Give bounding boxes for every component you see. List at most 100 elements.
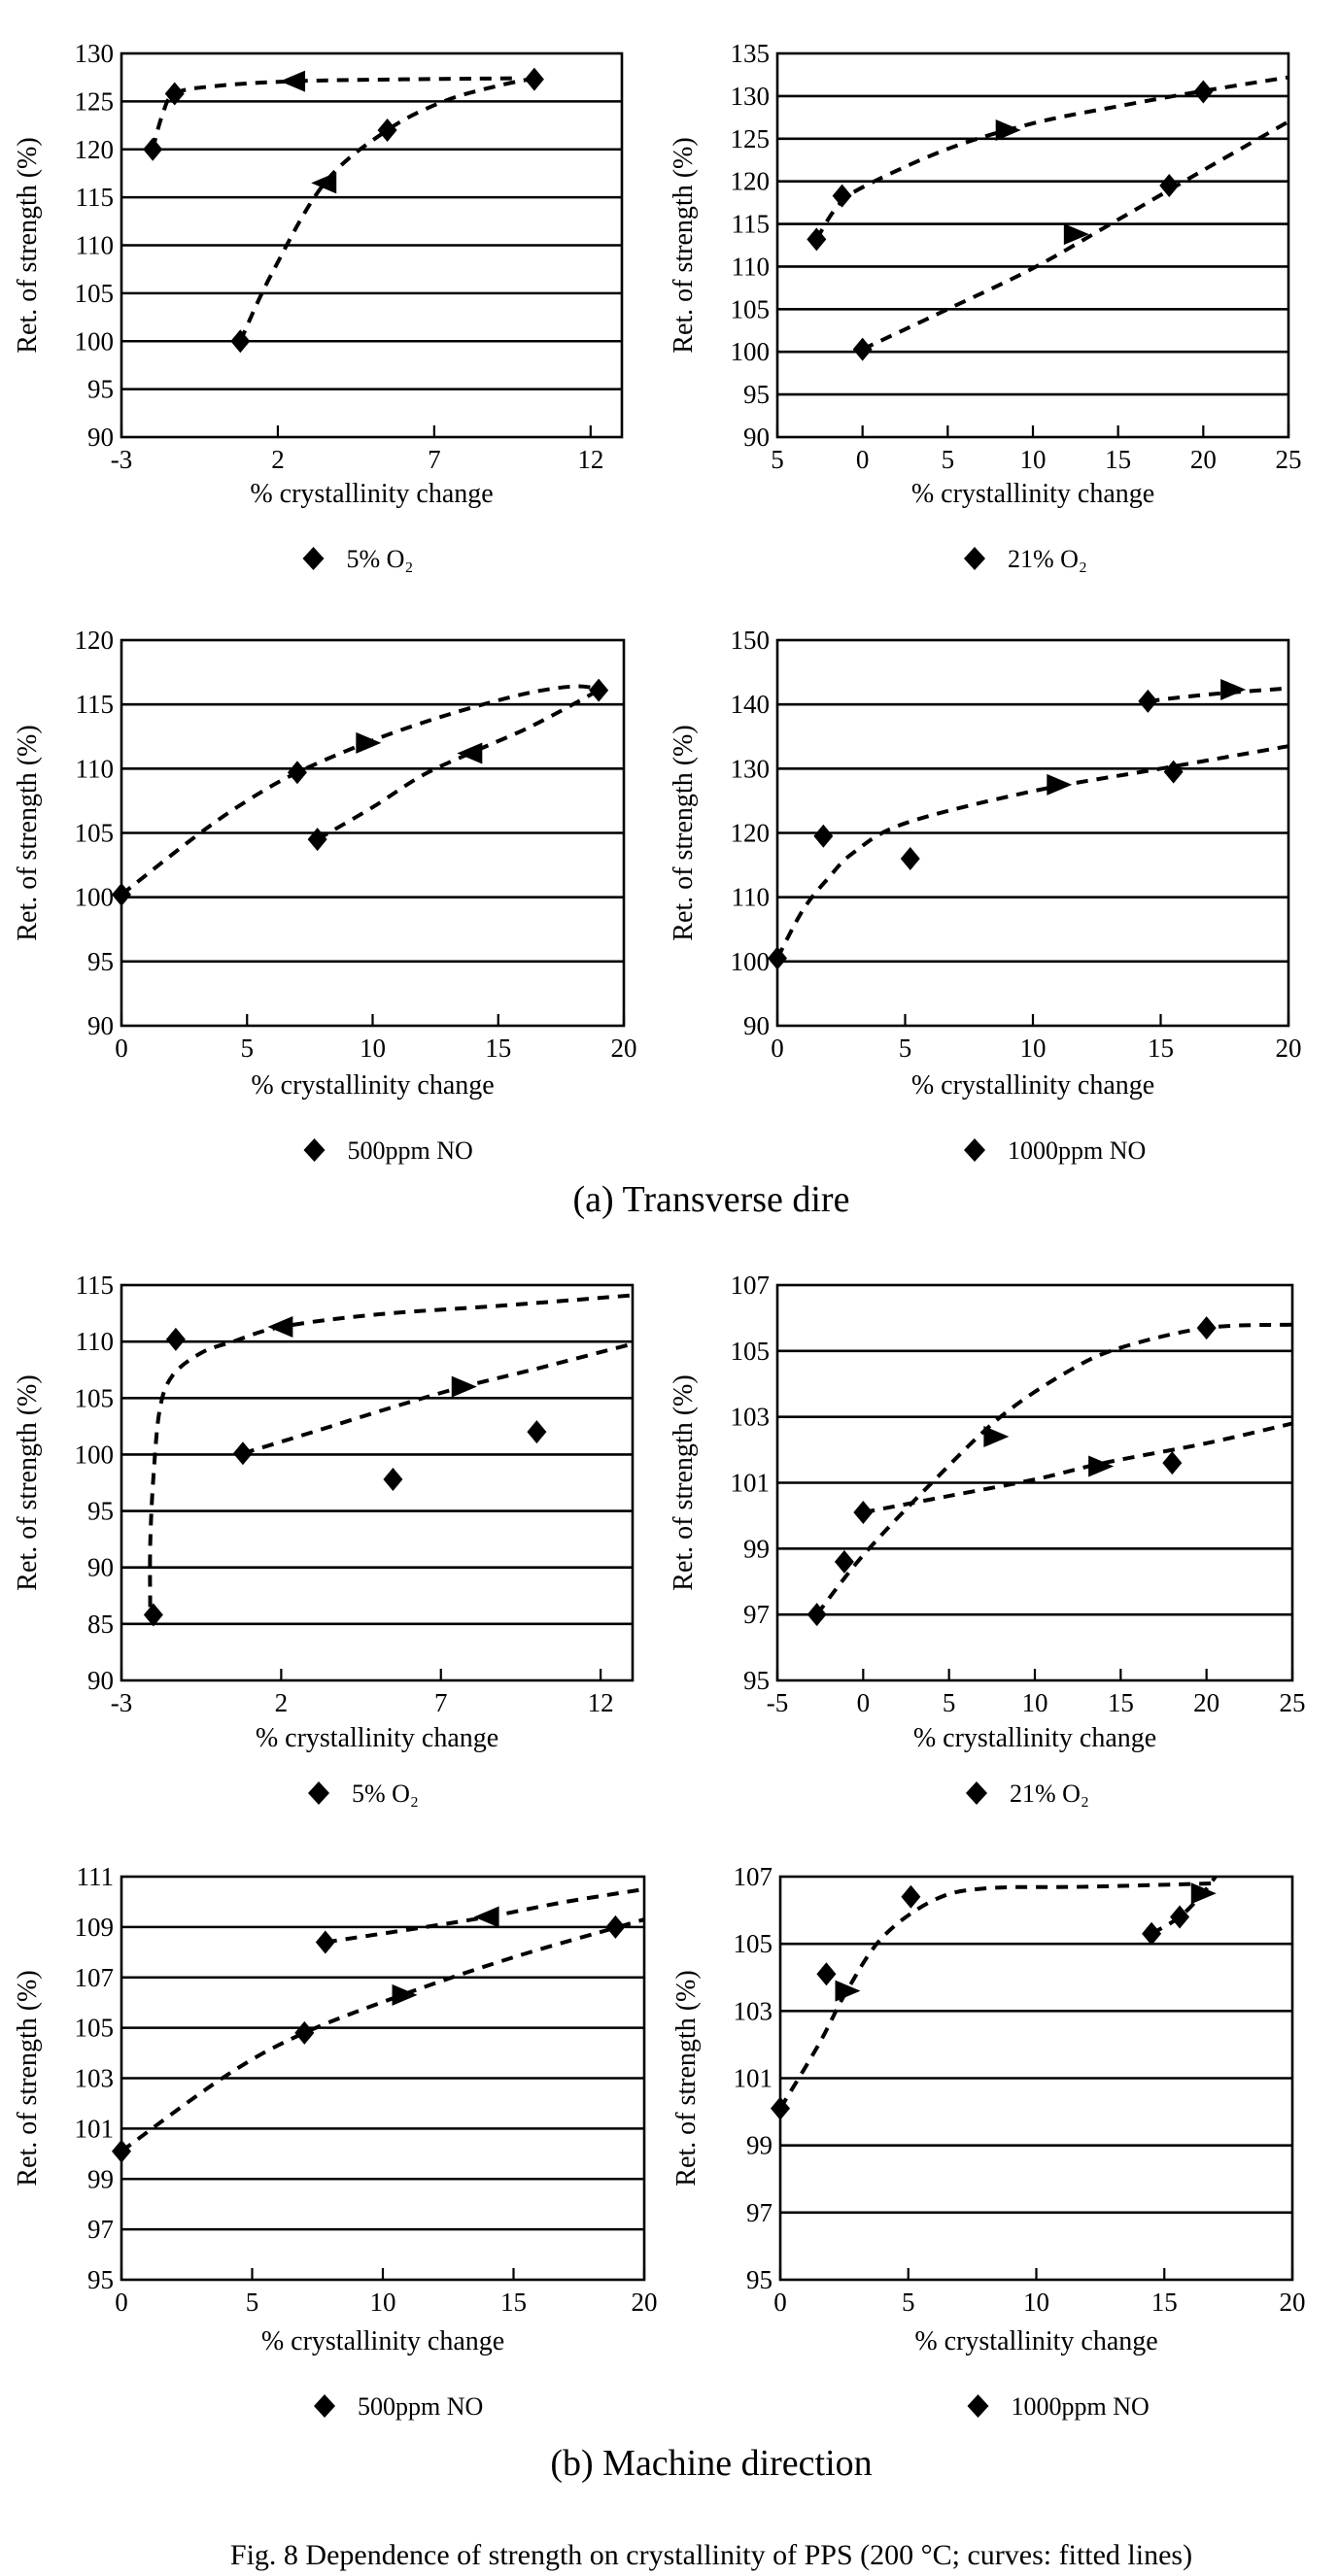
fitted-line	[238, 76, 535, 343]
y-tick-label: 110	[732, 883, 771, 912]
chart-3: 90 95 100 105 110 115 120 0 5 10 15 20 % crystallini…	[13, 626, 637, 1165]
y-tick-label: 101	[734, 2064, 773, 2093]
y-tick-label: 90	[743, 423, 770, 452]
data-point-diamond	[605, 1915, 626, 1939]
data-point-diamond	[816, 1962, 837, 1986]
plot-frame	[775, 51, 1290, 439]
plot-frame	[120, 1283, 635, 1682]
y-tick-label: 90	[87, 1666, 114, 1695]
data-point-diamond	[1142, 1921, 1162, 1946]
fitted-line	[814, 75, 1289, 241]
fitted-line	[1150, 1875, 1218, 1936]
data-point-arrow	[451, 1375, 477, 1398]
chart-4: 90 100 110 120 130 140 150 0 5 10 15 20 % crystallin…	[669, 626, 1302, 1165]
y-tick-label: 140	[731, 690, 771, 719]
data-point-arrow	[280, 70, 306, 92]
y-axis-label: Ret. of strength (%)	[13, 1970, 43, 2186]
x-tick-label: 5	[943, 1688, 956, 1717]
plot-frame	[120, 638, 626, 1028]
x-tick-label: 15	[1108, 1688, 1134, 1717]
x-axis-label: % crystallinity change	[251, 1070, 494, 1101]
data-point-arrow	[311, 172, 337, 194]
data-point-diamond	[1163, 760, 1184, 784]
y-axis-label: Ret. of strength (%)	[669, 1374, 699, 1590]
y-tick-label: 111	[77, 1862, 115, 1891]
y-tick-label: 105	[75, 279, 115, 308]
y-tick-label: 90	[87, 423, 114, 452]
legend-label: 21% O₂	[1008, 545, 1087, 573]
legend-label: 500ppm NO	[358, 2392, 483, 2421]
y-tick-label: 115	[732, 210, 771, 239]
y-tick-label: 95	[87, 1497, 114, 1526]
x-axis-label: % crystallinity change	[911, 1070, 1154, 1101]
data-point-diamond	[1170, 1905, 1190, 1929]
y-tick-label: 120	[75, 626, 115, 655]
x-tick-label: 7	[428, 445, 441, 474]
x-tick-label: 0	[856, 445, 870, 474]
plot-frame	[120, 51, 624, 439]
fitted-line	[861, 119, 1289, 352]
x-tick-label: 15	[1151, 2288, 1178, 2317]
x-tick-label: 12	[588, 1688, 614, 1717]
fitted-line	[242, 1341, 634, 1456]
y-tick-label: 110	[76, 754, 115, 783]
chart-8: 95 97 99 101 103 105 107 0 5 10 15 20 % crystallinit…	[671, 1862, 1306, 2421]
y-tick-label: 107	[734, 1862, 773, 1891]
y-tick-label: 150	[731, 626, 771, 655]
data-point-arrow	[1063, 223, 1089, 246]
y-tick-label: 105	[75, 1383, 115, 1412]
y-tick-label: 100	[731, 947, 771, 976]
data-point-arrow	[835, 1980, 861, 2002]
data-point-diamond	[900, 846, 920, 870]
x-tick-label: 10	[1020, 1034, 1047, 1063]
x-tick-label: 20	[1190, 445, 1217, 474]
x-tick-label: -3	[111, 445, 133, 474]
x-tick-label: 5	[771, 445, 784, 474]
data-point-diamond	[852, 337, 873, 361]
y-tick-label: 110	[732, 252, 771, 281]
data-point-arrow	[1220, 678, 1247, 700]
data-point-diamond	[807, 227, 827, 252]
data-point-diamond	[287, 761, 307, 785]
data-point-arrow	[473, 1906, 499, 1928]
chart-7: 95 97 99 101 103 105 107 109 111 0 5 10 15 20 % crysta…	[13, 1862, 658, 2421]
legend-diamond-icon	[966, 1781, 987, 1805]
legend-diamond-icon	[314, 2394, 335, 2418]
x-tick-label: -5	[767, 1688, 789, 1717]
y-tick-label: 100	[75, 883, 115, 912]
y-tick-label: 99	[743, 1534, 770, 1563]
y-tick-label: 100	[731, 337, 771, 366]
x-tick-label: 0	[773, 2288, 787, 2317]
y-tick-label: 100	[75, 326, 115, 356]
y-axis-label: Ret. of strength (%)	[13, 137, 43, 353]
x-axis-label: % crystallinity change	[256, 1723, 498, 1753]
data-point-diamond	[853, 1501, 874, 1525]
data-point-diamond	[524, 67, 544, 91]
plot-frame	[775, 638, 1290, 1028]
y-tick-label: 125	[75, 86, 115, 116]
data-point-diamond	[527, 1420, 547, 1444]
y-axis-label: Ret. of strength (%)	[669, 725, 699, 940]
data-point-arrow	[1047, 773, 1073, 796]
x-tick-label: 2	[271, 445, 285, 474]
data-point-arrow	[1190, 1882, 1217, 1905]
chart-2: 90 95 100 105 110 115 120 125 130 135 5 0 5 10 15 20 25%…	[669, 39, 1302, 573]
y-tick-label: 95	[743, 1666, 770, 1695]
x-tick-label: 10	[370, 2288, 396, 2317]
section-a-label: (a) Transverse dire	[573, 1179, 850, 1220]
x-tick-label: 15	[1105, 445, 1131, 474]
y-tick-label: 107	[731, 1271, 771, 1300]
y-tick-label: 115	[76, 183, 115, 212]
legend-diamond-icon	[967, 2394, 989, 2418]
y-tick-label: 97	[743, 1600, 770, 1629]
y-tick-label: 109	[75, 1913, 115, 1942]
y-tick-label: 105	[734, 1929, 773, 1958]
fitted-line	[815, 1322, 1293, 1616]
plot-frame	[775, 1283, 1294, 1682]
y-axis-label: Ret. of strength (%)	[13, 725, 43, 940]
data-point-diamond	[813, 824, 834, 848]
y-tick-label: 115	[76, 690, 115, 719]
y-axis-label: Ret. of strength (%)	[669, 137, 699, 353]
data-point-arrow	[983, 1426, 1010, 1448]
x-tick-label: 5	[942, 445, 955, 474]
